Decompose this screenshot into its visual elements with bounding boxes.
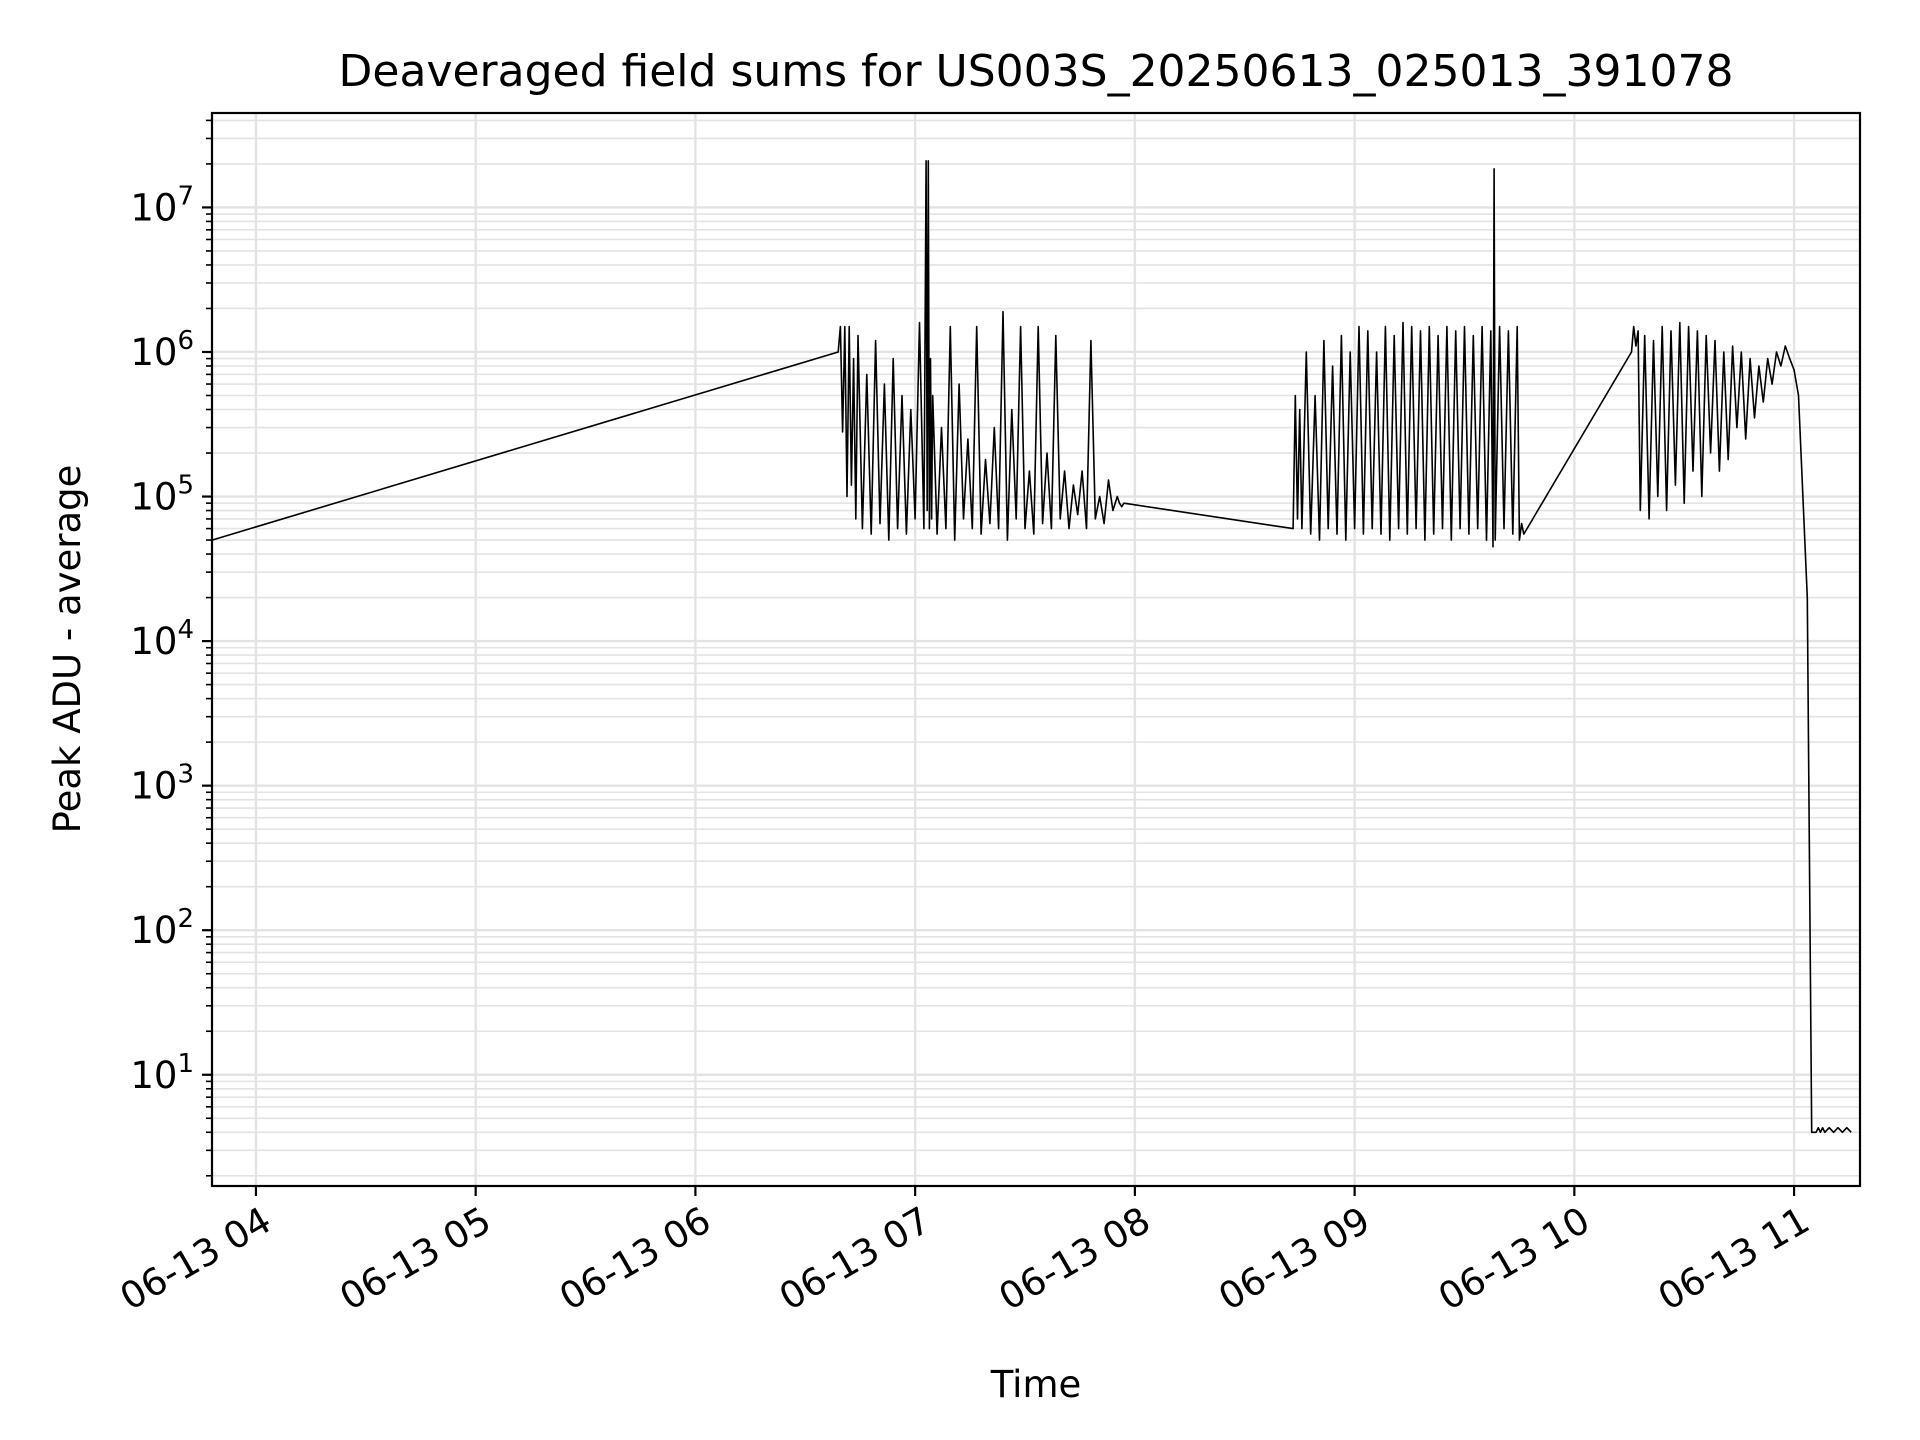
series-layer: [211, 160, 1852, 1134]
y-tick-label: 101: [130, 1049, 194, 1097]
grid: [212, 113, 1860, 1186]
y-axis-label: Peak ADU - average: [46, 465, 89, 834]
y-tick-label: 102: [130, 904, 194, 952]
y-tick-label: 103: [130, 760, 194, 808]
y-tick-label: 105: [130, 471, 194, 519]
y-tick-label: 107: [130, 181, 194, 229]
y-tick-label: 104: [130, 615, 194, 663]
x-axis-label: Time: [990, 1363, 1082, 1406]
chart-title: Deaveraged field sums for US003S_2025061…: [339, 46, 1734, 97]
y-tick-label: 106: [130, 326, 194, 374]
plot-frame: [210, 111, 1862, 1188]
series-line-0: [211, 160, 1852, 1134]
